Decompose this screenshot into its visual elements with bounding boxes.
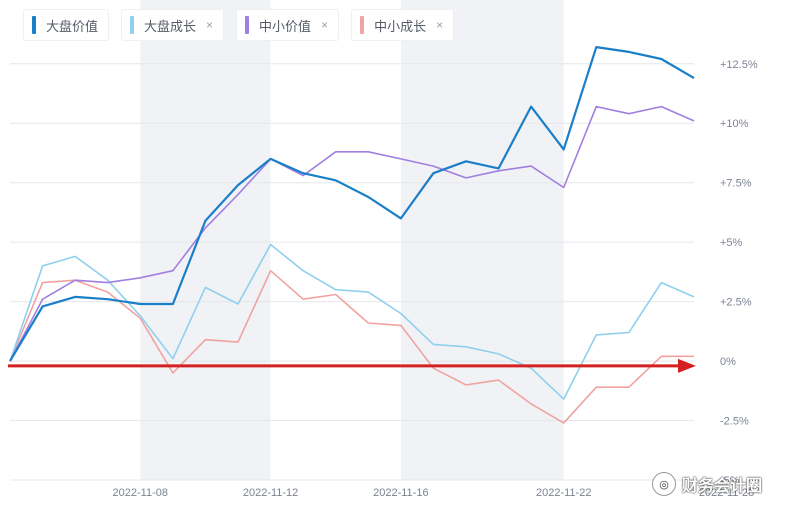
y-tick-label: +12.5% [720,59,758,71]
x-tick-label: 2022-11-22 [536,487,591,499]
y-tick-label: +7.5% [720,178,752,190]
shaded-band [400,0,564,480]
series-line [9,105,695,362]
close-icon[interactable]: × [321,18,329,32]
legend-swatch [32,16,36,34]
y-tick-labels: +12.5% +10% +7.5% +5% +2.5% 0% -2.5% -5% [720,59,758,487]
close-icon[interactable]: × [206,18,214,32]
legend-label: 中小价值 [259,18,312,34]
wechat-icon: ◎ [652,472,676,496]
shaded-bands [140,0,564,480]
y-tick-label: -2.5% [720,416,749,428]
reference-arrow-head [678,358,696,373]
legend: 大盘价值 大盘成长 × 中小价值 × 中小成长 × [24,10,454,40]
close-icon[interactable]: × [436,18,444,32]
y-tick-label: -5% [720,475,740,487]
y-tick-label: 0% [720,356,736,368]
x-tick-label: 2022-11-08 [113,487,168,499]
watermark: ◎ 财务会计圈 [652,472,762,496]
y-tick-label: +5% [720,237,743,249]
watermark-text: 财务会计圈 [682,478,763,495]
x-tick-label: 2022-11-28 [699,487,754,499]
series-line [9,243,695,400]
legend-item-large-growth[interactable]: 大盘成长 × [122,10,224,40]
x-tick-labels: 2022-11-08 2022-11-12 2022-11-16 2022-11-22… [113,487,755,499]
legend-label: 大盘价值 [46,18,99,34]
legend-label: 中小成长 [374,18,427,34]
legend-swatch [130,16,135,34]
legend-swatch [245,16,250,34]
series-line [9,269,694,424]
series-line [9,46,695,362]
y-tick-label: +10% [720,118,749,130]
legend-item-large-value[interactable]: 大盘价值 [24,10,109,40]
legend-item-small-growth[interactable]: 中小成长 × [352,10,454,40]
y-tick-label: +2.5% [720,297,752,309]
legend-item-small-value[interactable]: 中小价值 × [237,10,339,40]
legend-label: 大盘成长 [144,18,197,34]
shaded-band [140,0,271,480]
legend-swatch [360,16,365,34]
reference-arrow-layer [8,358,696,373]
grid-lines [10,63,694,481]
x-tick-label: 2022-11-16 [373,487,428,499]
x-tick-label: 2022-11-12 [243,487,298,499]
